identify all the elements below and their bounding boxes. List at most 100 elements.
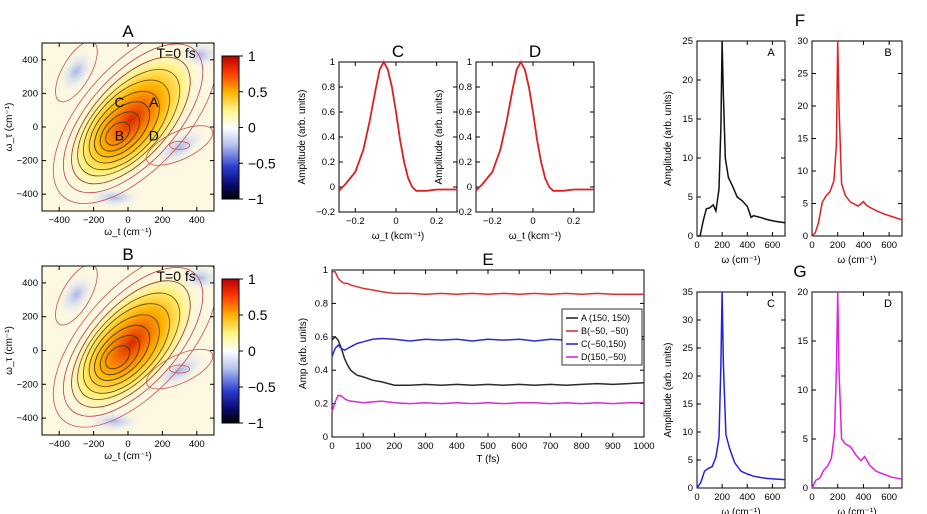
- axes-A: −400 −200 0 200 400 −400 −200 0 200 400 ω_t (cm⁻¹)…: [4, 42, 215, 238]
- positive-peak: [61, 44, 203, 195]
- x-axis-label: ω (cm⁻¹): [837, 507, 876, 514]
- y-tick-label: 5: [688, 192, 693, 203]
- colorbar-tick-label: 0: [248, 120, 256, 136]
- colorbar-tick-label: −0.5: [248, 379, 276, 395]
- y-tick-label: 0: [803, 483, 808, 494]
- legend-label-3: D(150,−50): [581, 352, 626, 362]
- y-tick-label: 15: [797, 336, 808, 347]
- x-tick-label: 600: [881, 492, 897, 503]
- x-tick-label: 200: [830, 240, 846, 251]
- y-tick-label: 10: [682, 427, 693, 438]
- x-axis-label: ω_t (cm⁻¹): [104, 451, 152, 462]
- x-tick-label: 600: [511, 441, 527, 452]
- axes-FA: 0 200 400 600 0 5 10 15 20 25 ω (cm⁻¹) Amplitude (a…: [663, 36, 786, 266]
- y-tick-label: 20: [797, 101, 808, 112]
- y-axis-label: ω_τ (cm⁻¹): [4, 326, 15, 375]
- x-tick-label: 0: [530, 216, 535, 227]
- y-tick-label: 15: [682, 114, 693, 125]
- y-tick-label: 0.2: [459, 157, 472, 168]
- y-tick-label: 200: [22, 88, 38, 99]
- x-tick-label: 400: [855, 492, 871, 503]
- contour-line: [169, 141, 191, 150]
- y-tick-label: −400: [17, 413, 38, 424]
- x-tick-label: 200: [154, 439, 170, 450]
- y-tick-label: 0: [688, 483, 693, 494]
- contour-line: [82, 303, 171, 394]
- spectrum-map-B: [42, 266, 214, 435]
- time-annotation: T=0 fs: [157, 268, 196, 284]
- x-tick-label: 1000: [633, 441, 654, 452]
- x-axis-label: ω (cm⁻¹): [721, 255, 760, 266]
- contour-line: [88, 314, 160, 387]
- y-axis-label: ω_τ (cm⁻¹): [4, 103, 15, 152]
- y-tick-label: 5: [803, 434, 808, 445]
- contour-line: [105, 345, 131, 370]
- y-tick-label: 1: [330, 57, 335, 68]
- panel-title-B: B: [122, 245, 133, 264]
- y-tick-label: 0: [330, 182, 335, 193]
- y-tick-label: −0.2: [453, 207, 472, 218]
- y-axis-label: Amplitude (arb. units): [663, 91, 674, 186]
- contour-line: [71, 280, 191, 408]
- contour-line: [94, 324, 151, 381]
- panel-title-D: D: [529, 42, 541, 61]
- x-tick-label: 0.2: [567, 216, 580, 227]
- x-tick-label: 400: [449, 441, 465, 452]
- colorbar-tick-label: 0: [248, 343, 256, 359]
- y-tick-label: 5: [803, 199, 808, 210]
- y-tick-label: 0: [33, 122, 38, 133]
- y-tick-label: 0.4: [315, 365, 328, 376]
- contour-line: [88, 90, 160, 164]
- lineshape-curve-D: [475, 60, 594, 192]
- negative-region: [57, 50, 95, 94]
- x-tick-label: 600: [881, 240, 897, 251]
- contour-line: [169, 364, 191, 374]
- contour-line: [55, 266, 98, 326]
- y-tick-label: 0.6: [315, 332, 328, 343]
- panel-title-A: A: [122, 22, 134, 41]
- x-tick-label: 500: [480, 441, 496, 452]
- contour-line: [77, 69, 181, 177]
- lineshape-curve-C: [338, 60, 457, 192]
- x-axis-label: ω_t (kcm⁻¹): [509, 231, 562, 242]
- y-axis-label: Amplitude (arb. units): [663, 342, 674, 437]
- contour-line: [145, 125, 214, 166]
- x-tick-label: 400: [855, 240, 871, 251]
- y-tick-label: 1: [467, 57, 472, 68]
- x-axis-label: T (fs): [476, 454, 499, 465]
- peak-label-A: A: [149, 94, 159, 110]
- y-tick-label: 0.4: [322, 132, 335, 143]
- colorbar: [221, 278, 240, 424]
- y-tick-label: 200: [22, 312, 38, 323]
- x-tick-label: 900: [605, 441, 621, 452]
- x-tick-label: 600: [764, 240, 780, 251]
- panel-letter-G: G: [793, 262, 806, 281]
- y-tick-label: 0: [33, 346, 38, 357]
- axes-E: 0 100 200 300 400 500 600 700 800 900 1000 0 0.2 0.4 0…: [298, 265, 655, 465]
- x-tick-label: 0: [125, 439, 130, 450]
- x-tick-label: 600: [764, 492, 780, 503]
- spectrum-curve-GC: [696, 291, 786, 489]
- x-tick-label: 200: [386, 441, 402, 452]
- y-tick-label: 0.6: [322, 107, 335, 118]
- x-tick-label: −200: [83, 439, 104, 450]
- x-axis-label: ω_t (cm⁻¹): [104, 227, 152, 238]
- contour-line: [52, 266, 214, 428]
- contour-line: [99, 111, 140, 152]
- series-line-1: [332, 270, 644, 295]
- colorbar-tick-label: −1: [248, 415, 264, 431]
- y-tick-label: −200: [17, 379, 38, 390]
- colorbar: [221, 55, 240, 200]
- y-tick-label: 0.6: [459, 107, 472, 118]
- y-tick-label: 0.4: [459, 132, 472, 143]
- x-tick-label: 200: [830, 492, 846, 503]
- contour-line: [99, 334, 140, 376]
- x-tick-label: 0: [694, 240, 699, 251]
- x-tick-label: 300: [418, 441, 434, 452]
- legend-label-1: B(−50, −50): [581, 326, 629, 336]
- legend-label-2: C(−50,150): [581, 339, 626, 349]
- x-tick-label: 200: [714, 492, 730, 503]
- panel-label-GD: D: [884, 298, 892, 310]
- x-tick-label: 800: [574, 441, 590, 452]
- x-tick-label: −0.2: [483, 216, 502, 227]
